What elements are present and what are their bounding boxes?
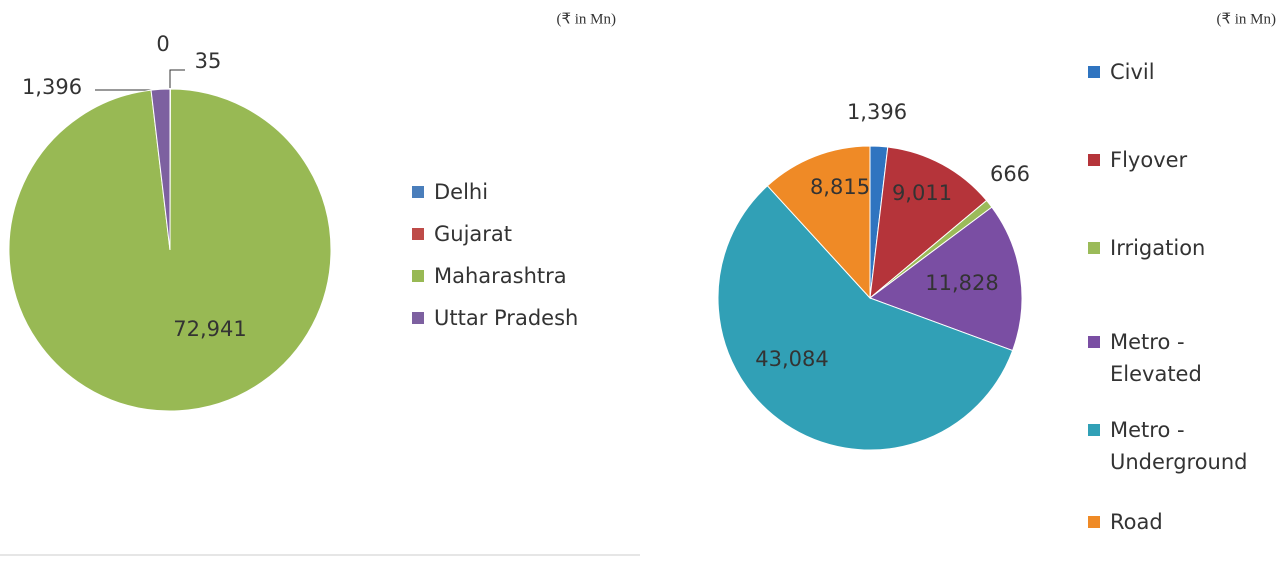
legend-swatch — [1088, 516, 1100, 528]
legend-label: Irrigation — [1110, 236, 1206, 260]
legend-swatch — [412, 228, 424, 240]
data-label: 1,396 — [22, 75, 82, 99]
legend-item: Gujarat — [412, 218, 604, 250]
leader-line — [169, 69, 185, 88]
pie-slice — [868, 206, 1023, 352]
legend-swatch — [412, 186, 424, 198]
legend-label: Flyover — [1110, 148, 1188, 172]
data-label: 1,396 — [847, 100, 907, 124]
legend-label: Uttar Pradesh — [434, 306, 579, 330]
legend-item: Metro - Underground — [1088, 414, 1280, 478]
data-label: 11,828 — [925, 271, 998, 295]
legend-swatch — [1088, 66, 1100, 78]
legend-label: Metro - Elevated — [1110, 330, 1202, 386]
legend-swatch — [412, 312, 424, 324]
data-label: 666 — [990, 162, 1030, 186]
legend-item: Uttar Pradesh — [412, 302, 604, 334]
pie-slice — [717, 185, 1014, 451]
legend-label: Gujarat — [434, 222, 513, 246]
data-label: 72,941 — [173, 317, 246, 341]
legend-label: Delhi — [434, 180, 489, 204]
pie-slice — [150, 88, 171, 251]
legend-swatch — [412, 270, 424, 282]
data-label: 35 — [195, 49, 222, 73]
legend-swatch — [1088, 242, 1100, 254]
legend-label: Civil — [1110, 60, 1155, 84]
pie-slice — [869, 146, 988, 300]
legend-item: Irrigation — [1088, 232, 1280, 264]
legend-item: Flyover — [1088, 144, 1280, 176]
legend-swatch — [1088, 424, 1100, 436]
data-label: 8,815 — [810, 175, 870, 199]
legend-item: Civil — [1088, 56, 1280, 88]
legend-swatch — [1088, 154, 1100, 166]
legend-item: Road — [1088, 506, 1280, 538]
data-label: 0 — [156, 32, 169, 56]
data-label: 9,011 — [892, 181, 952, 205]
unit-note: (₹ in Mn) — [1216, 11, 1276, 27]
legend-item: Metro - Elevated — [1088, 326, 1280, 390]
legend-swatch — [1088, 336, 1100, 348]
legend-item: Maharashtra — [412, 260, 604, 292]
pie-slice — [766, 145, 871, 300]
legend-label: Road — [1110, 510, 1163, 534]
legend-item: Delhi — [412, 176, 604, 208]
legend-label: Maharashtra — [434, 264, 567, 288]
data-label: 43,084 — [755, 347, 828, 371]
legend-label: Metro - Underground — [1110, 418, 1248, 474]
unit-note: (₹ in Mn) — [556, 11, 616, 27]
